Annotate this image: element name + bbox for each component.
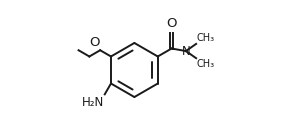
Text: O: O: [166, 17, 177, 30]
Text: CH₃: CH₃: [197, 59, 215, 69]
Text: N: N: [181, 45, 190, 58]
Text: CH₃: CH₃: [197, 33, 215, 43]
Text: H₂N: H₂N: [82, 96, 104, 109]
Text: O: O: [89, 36, 99, 49]
